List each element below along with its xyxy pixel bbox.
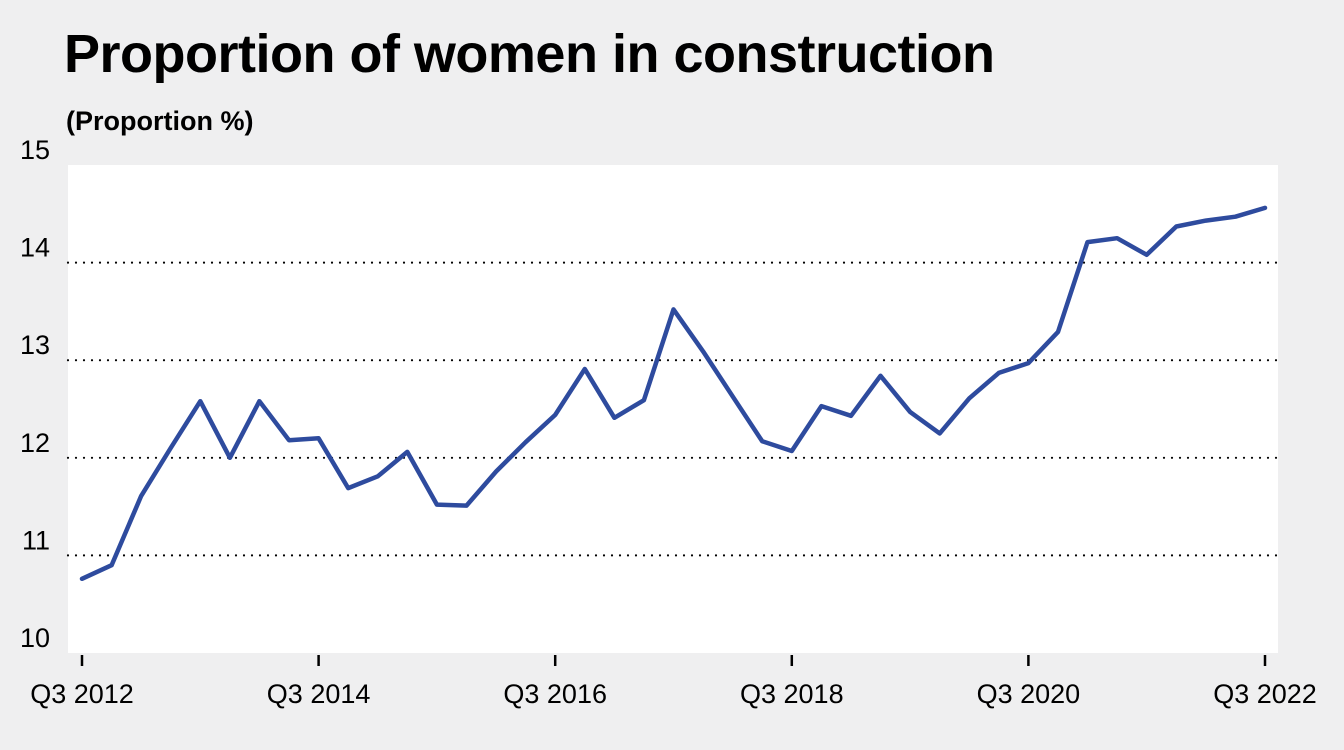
- y-tick-label: 14: [20, 233, 50, 263]
- chart-subtitle: (Proportion %): [66, 106, 254, 136]
- x-tick-label: Q3 2014: [267, 679, 371, 709]
- y-tick-label: 15: [20, 135, 50, 165]
- y-tick-label: 10: [20, 623, 50, 653]
- chart-title: Proportion of women in construction: [64, 24, 995, 84]
- y-tick-label: 11: [22, 525, 50, 555]
- y-tick-label: 13: [20, 330, 50, 360]
- gridlines: [66, 261, 1280, 557]
- x-tick-label: Q3 2022: [1213, 679, 1317, 709]
- x-tick-label: Q3 2018: [740, 679, 844, 709]
- y-tick-label: 12: [20, 428, 50, 458]
- x-tick-label: Q3 2012: [30, 679, 134, 709]
- plot-area: [68, 165, 1278, 653]
- x-axis: Q3 2012 Q3 2014 Q3 2016 Q3 2018 Q3 2020 Q3 20…: [30, 655, 1317, 709]
- data-line: [79, 205, 1268, 582]
- x-tick-label: Q3 2020: [977, 679, 1081, 709]
- x-tick-label: Q3 2016: [503, 679, 607, 709]
- y-axis: 10 11 12 13 14 15: [20, 135, 50, 653]
